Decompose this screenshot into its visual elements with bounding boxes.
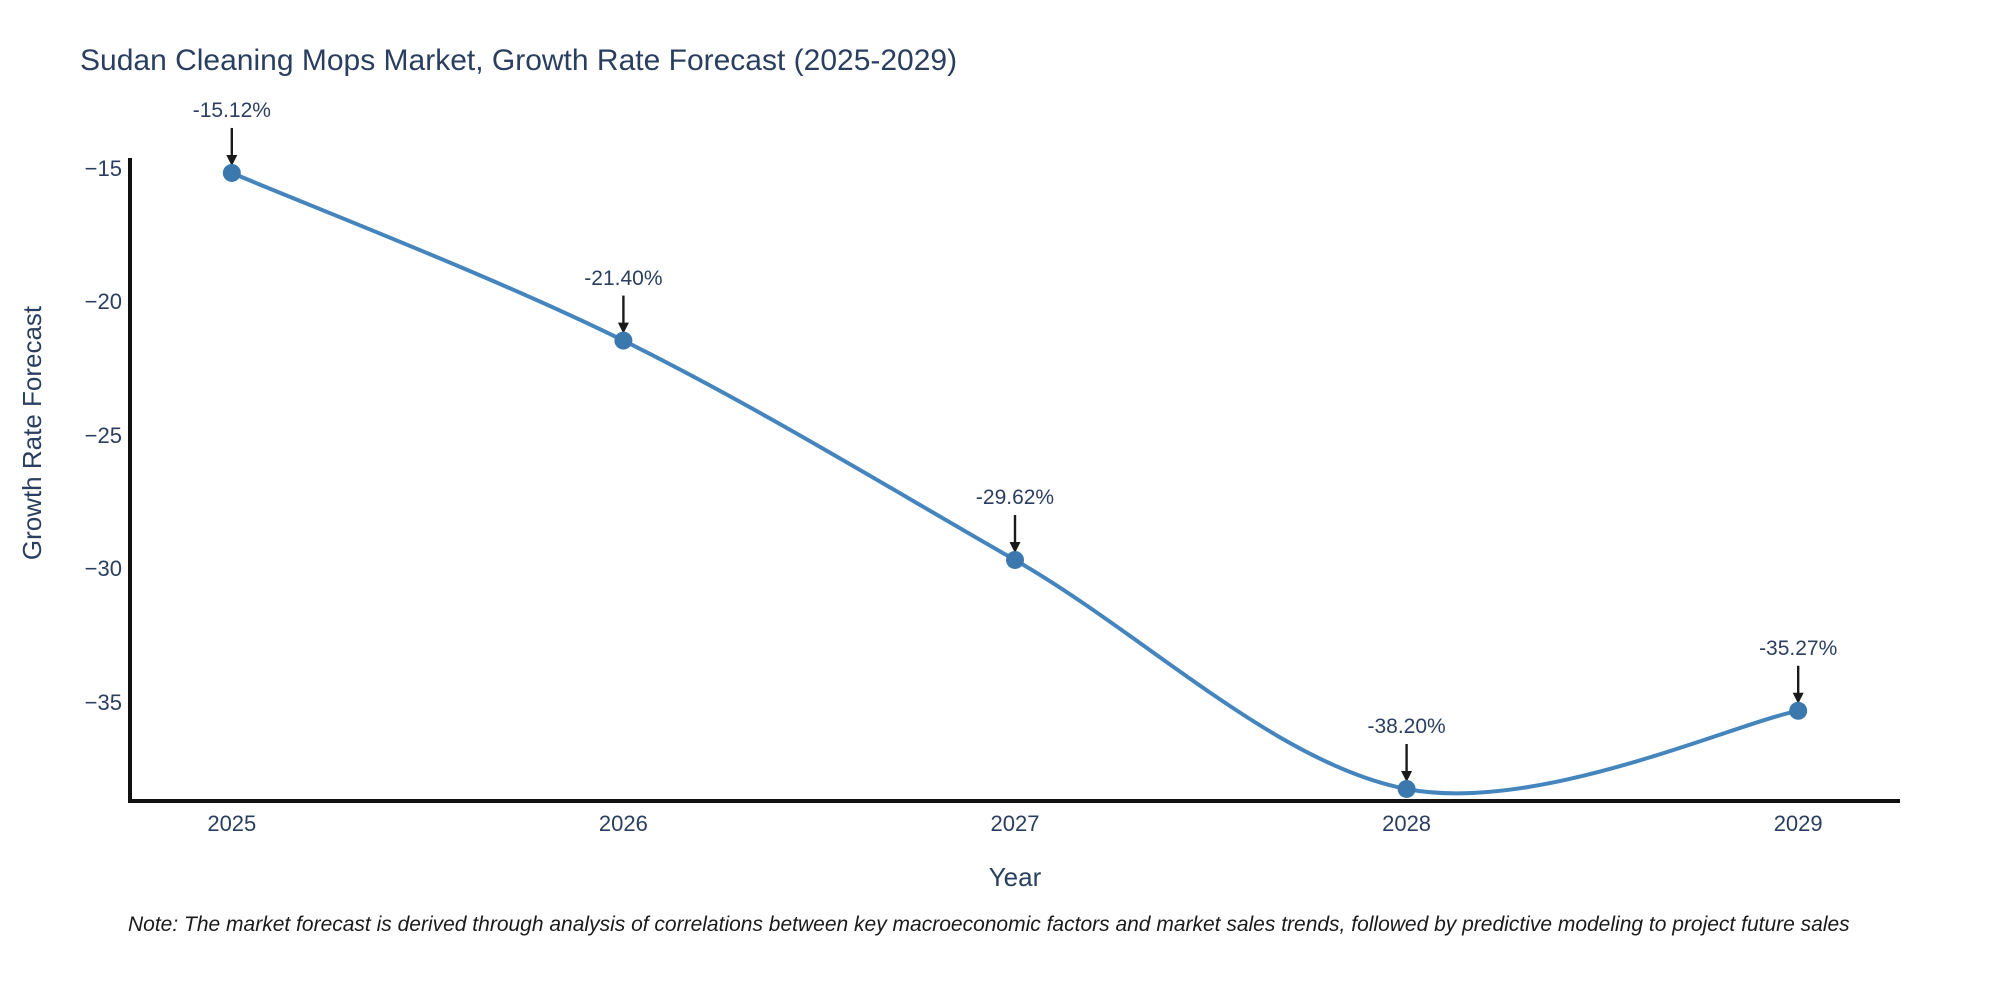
y-tick-label-minus-25: −25	[84, 422, 122, 448]
y-tick-label-minus-15: −15	[84, 155, 122, 181]
forecast-line	[229, 170, 1801, 796]
point-label-2029: -35.27%	[1759, 636, 1838, 660]
y-tick-label-minus-20: −20	[84, 289, 122, 315]
annotation-arrowhead-icon	[1009, 541, 1021, 553]
data-point-2028[interactable]	[1397, 779, 1416, 798]
point-label-2027: -29.62%	[975, 485, 1055, 509]
x-tick-label-2029: 2029	[1773, 811, 1823, 836]
x-tick-label-2026: 2026	[598, 811, 648, 836]
data-points	[222, 163, 1808, 798]
y-tick-label-minus-30: −30	[84, 556, 122, 582]
data-point-2029[interactable]	[1789, 701, 1808, 720]
data-point-2027[interactable]	[1006, 550, 1024, 569]
x-tick-label-2027: 2027	[990, 811, 1040, 836]
chart-title: Sudan Cleaning Mops Market, Growth Rate …	[80, 44, 958, 77]
point-label-2026: -21.40%	[584, 266, 663, 290]
annotation-arrowhead-icon	[1401, 770, 1413, 782]
annotation-arrowhead-icon	[1792, 692, 1804, 704]
data-point-2026[interactable]	[614, 331, 633, 350]
point-label-2025: -15.12%	[192, 98, 271, 122]
point-label-2028: -38.20%	[1367, 714, 1446, 738]
data-point-2025[interactable]	[222, 163, 241, 182]
footnote: Note: The market forecast is derived thr…	[128, 913, 1850, 936]
annotation-arrows	[226, 127, 1804, 782]
x-tick-label-2028: 2028	[1382, 811, 1432, 836]
annotation-arrowhead-icon	[226, 154, 238, 166]
annotation-arrowhead-icon	[617, 322, 629, 334]
x-tick-label-2025: 2025	[207, 811, 257, 836]
y-tick-label-minus-35: −35	[84, 689, 122, 715]
x-axis-title: Year	[988, 862, 1042, 892]
